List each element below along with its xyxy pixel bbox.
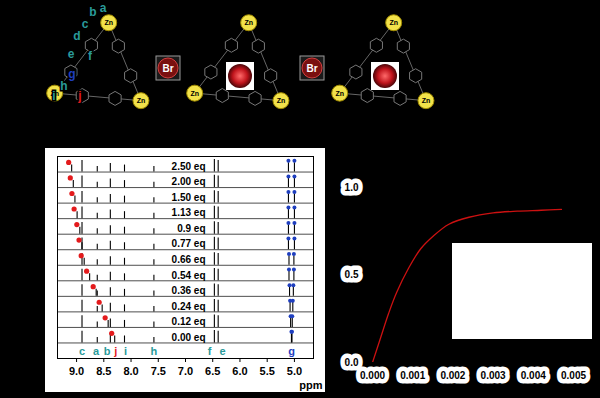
svg-text:i: i [52, 89, 55, 103]
svg-text:e: e [219, 345, 225, 357]
svg-text:9.0: 9.0 [69, 365, 84, 377]
svg-text:Zn: Zn [335, 90, 344, 97]
svg-text:Zn: Zn [277, 97, 286, 104]
svg-text:1.0: 1.0 [345, 182, 359, 193]
svg-text:Br: Br [162, 63, 173, 74]
svg-text:Br: Br [306, 63, 317, 74]
svg-text:2.50 eq: 2.50 eq [172, 161, 206, 172]
svg-text:0.00 eq: 0.00 eq [172, 332, 206, 343]
svg-text:c: c [79, 345, 85, 357]
svg-text:a: a [93, 345, 100, 357]
svg-text:0.003: 0.003 [481, 370, 506, 381]
svg-text:0.002: 0.002 [440, 370, 465, 381]
svg-text:1.50 eq: 1.50 eq [172, 192, 206, 203]
svg-text:e: e [68, 47, 75, 61]
svg-text:Zn: Zn [244, 19, 253, 26]
svg-text:0.77 eq: 0.77 eq [172, 238, 206, 249]
svg-text:2.00 eq: 2.00 eq [172, 176, 206, 187]
svg-text:8.5: 8.5 [96, 365, 111, 377]
svg-text:0.001: 0.001 [400, 370, 425, 381]
svg-text:Zn: Zn [137, 97, 146, 104]
svg-text:6.0: 6.0 [232, 365, 247, 377]
svg-text:0.12 eq: 0.12 eq [172, 316, 206, 327]
svg-text:f: f [88, 49, 93, 63]
svg-text:a: a [100, 1, 107, 15]
svg-text:0.005: 0.005 [561, 370, 586, 381]
svg-text:0.54 eq: 0.54 eq [172, 270, 206, 281]
svg-text:b: b [89, 5, 96, 19]
svg-text:0.24 eq: 0.24 eq [172, 301, 206, 312]
svg-text:0.9 eq: 0.9 eq [177, 223, 205, 234]
svg-text:5.0: 5.0 [287, 365, 302, 377]
svg-text:Zn: Zn [389, 19, 398, 26]
svg-text:c: c [82, 17, 89, 31]
svg-text:h: h [60, 79, 67, 93]
svg-text:5.5: 5.5 [260, 365, 275, 377]
svg-text:7.0: 7.0 [178, 365, 193, 377]
svg-text:b: b [104, 345, 111, 357]
svg-text:g: g [288, 345, 295, 357]
svg-text:1.13 eq: 1.13 eq [172, 207, 206, 218]
svg-text:f: f [208, 345, 212, 357]
svg-text:d: d [73, 29, 80, 43]
svg-text:j: j [77, 89, 81, 103]
svg-text:g: g [68, 67, 75, 81]
svg-text:ppm: ppm [299, 379, 322, 391]
svg-text:0.66 eq: 0.66 eq [172, 254, 206, 265]
svg-text:Zn: Zn [422, 97, 431, 104]
svg-text:6.5: 6.5 [205, 365, 220, 377]
svg-text:0.36 eq: 0.36 eq [172, 285, 206, 296]
svg-text:0.000: 0.000 [360, 370, 385, 381]
svg-text:7.5: 7.5 [151, 365, 166, 377]
svg-text:j: j [113, 345, 117, 357]
svg-text:8.0: 8.0 [123, 365, 138, 377]
svg-text:0.5: 0.5 [345, 269, 359, 280]
svg-text:i: i [124, 345, 127, 357]
svg-text:0.0: 0.0 [345, 357, 359, 368]
svg-text:Zn: Zn [190, 90, 199, 97]
svg-text:0.004: 0.004 [521, 370, 546, 381]
svg-text:Zn: Zn [104, 19, 113, 26]
svg-text:h: h [151, 345, 158, 357]
